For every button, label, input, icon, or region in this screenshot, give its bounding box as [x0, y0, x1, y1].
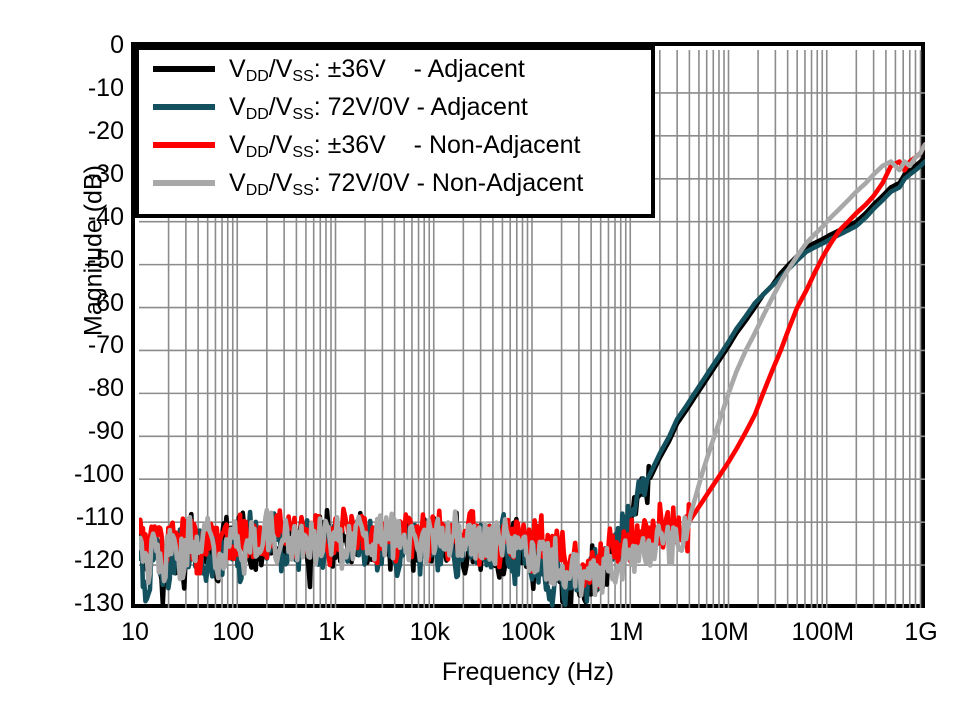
x-tick-label: 1k: [318, 618, 345, 646]
legend-item[interactable]: VDD/VSS: ±36V - Adjacent: [139, 50, 651, 88]
y-tick-label: -20: [87, 116, 124, 145]
x-tick-label: 10M: [700, 618, 749, 646]
y-tick-label: -50: [87, 245, 124, 274]
y-tick-label: -70: [87, 331, 124, 360]
y-tick-label: -130: [73, 589, 124, 617]
plot-area: VDD/VSS: ±36V - Adjacent VDD/VSS: 72V/0V …: [131, 42, 925, 608]
legend-label: VDD/VSS: 72V/0V - Non-Adjacent: [229, 168, 584, 199]
y-tick-label: -40: [87, 202, 124, 231]
legend-item[interactable]: VDD/VSS: 72V/0V - Non-Adjacent: [139, 164, 651, 202]
x-tick-label: 10: [121, 618, 149, 646]
x-axis-label: Frequency (Hz): [441, 658, 615, 686]
y-tick-label: -120: [73, 546, 124, 575]
legend: VDD/VSS: ±36V - Adjacent VDD/VSS: 72V/0V …: [135, 46, 655, 218]
y-tick-label: -110: [75, 503, 124, 532]
y-tick-label: -90: [87, 417, 124, 446]
legend-swatch: [153, 104, 215, 110]
x-tick-label: 10k: [409, 618, 450, 646]
legend-label: VDD/VSS: ±36V - Non-Adjacent: [229, 130, 581, 161]
x-tick-label: 100k: [500, 618, 556, 646]
data-series-layer: [139, 142, 925, 608]
legend-label: VDD/VSS: 72V/0V - Adjacent: [229, 92, 528, 123]
x-tick-label: 100: [212, 618, 255, 646]
legend-item[interactable]: VDD/VSS: ±36V - Non-Adjacent: [139, 126, 651, 164]
y-tick-label: -10: [87, 73, 124, 102]
x-tick-label: 1G: [904, 618, 938, 646]
y-axis-ticks: 0 -10 -20 -30 -40 -50 -60 -70 -80 -90 -100 -110 -120…: [0, 0, 124, 701]
x-tick-label: 1M: [608, 618, 644, 646]
y-tick-label: -60: [87, 288, 124, 317]
legend-swatch: [153, 142, 215, 148]
legend-swatch: [153, 66, 215, 72]
y-tick-label: -80: [87, 374, 124, 403]
y-tick-label: -30: [87, 159, 124, 188]
legend-label: VDD/VSS: ±36V - Adjacent: [229, 54, 525, 85]
legend-item[interactable]: VDD/VSS: 72V/0V - Adjacent: [139, 88, 651, 126]
x-tick-label: 100M: [791, 618, 855, 646]
legend-swatch: [153, 180, 215, 186]
y-tick-label: 0: [110, 31, 124, 59]
y-tick-label: -100: [73, 460, 124, 489]
